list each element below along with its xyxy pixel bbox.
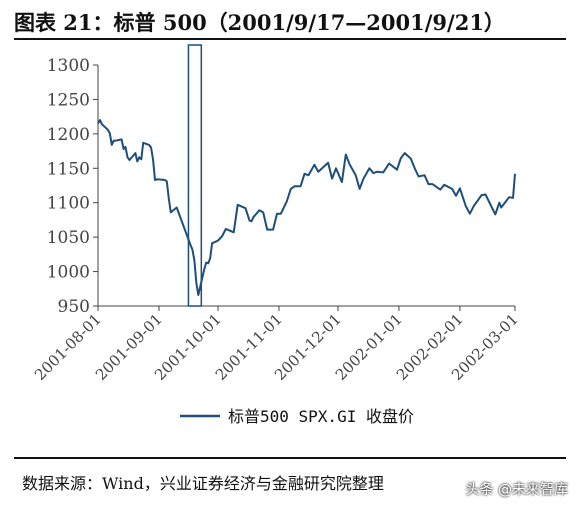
chart: 950 1000 1050 1100 1150 1200 1250 1300 2001-08-… — [31, 44, 522, 426]
y-tick-label: 1150 — [47, 159, 90, 179]
y-tick-label: 1300 — [47, 56, 90, 76]
y-tick-label: 1250 — [47, 90, 90, 110]
source-note: 数据来源：Wind，兴业证券经济与金融研究院整理 — [22, 474, 384, 493]
series-line — [97, 119, 516, 296]
y-tick-label: 1100 — [47, 194, 90, 214]
legend-label: 标普500 SPX.GI 收盘价 — [228, 407, 414, 426]
y-axis: 950 1000 1050 1100 1150 1200 1250 1300 — [47, 56, 99, 317]
footer-divider — [14, 457, 566, 459]
highlight-layer — [187, 44, 203, 307]
y-tick-label: 1200 — [47, 125, 90, 145]
x-axis: 2001-08-012001-09-012001-10-012001-11-01… — [31, 305, 522, 384]
highlight-box — [187, 44, 203, 307]
legend: 标普500 SPX.GI 收盘价 — [180, 407, 414, 426]
y-tick-label: 950 — [58, 297, 90, 317]
series-layer — [97, 119, 516, 296]
y-tick-label: 1050 — [47, 228, 90, 248]
y-tick-label: 1000 — [47, 263, 90, 283]
chart-title: 图表 21：标普 500（2001/9/17—2001/9/21） — [14, 6, 566, 40]
watermark: 头条 @未来智库 — [465, 482, 568, 498]
